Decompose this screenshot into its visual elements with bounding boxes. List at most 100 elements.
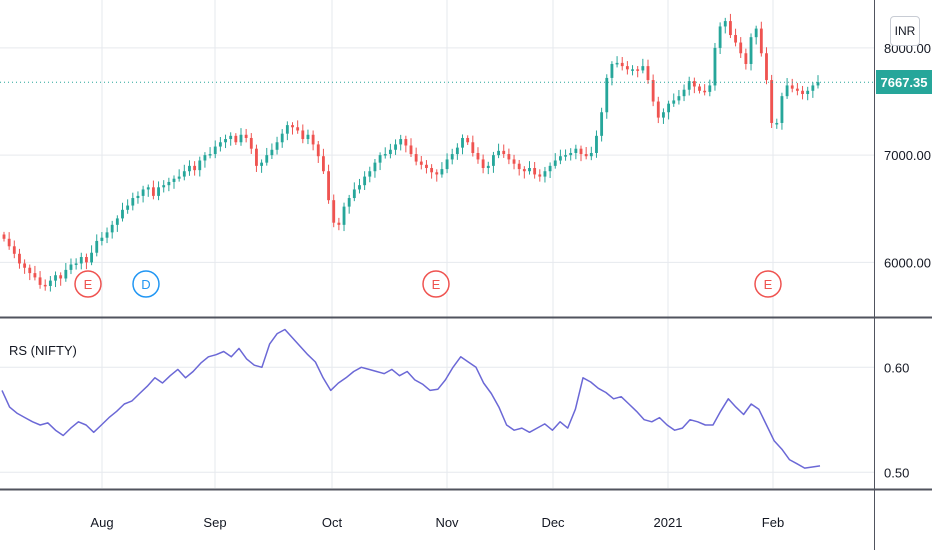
candle-body xyxy=(48,280,52,286)
candle-body xyxy=(806,90,810,95)
candle-body xyxy=(440,169,444,175)
candle-body xyxy=(430,168,434,173)
candle-body xyxy=(306,134,310,140)
x-tick-label: Dec xyxy=(541,515,565,530)
candle-body xyxy=(167,181,171,186)
candle-body xyxy=(2,234,6,239)
candle-body xyxy=(7,238,11,247)
candle-body xyxy=(718,26,722,48)
candle-body xyxy=(435,172,439,175)
candle-body xyxy=(280,133,284,143)
candle-body xyxy=(337,222,341,225)
candle-body xyxy=(677,96,681,101)
candle-body xyxy=(425,164,428,169)
candle-body xyxy=(692,81,696,87)
candle-body xyxy=(373,162,377,172)
candle-body xyxy=(218,142,222,147)
candle-body xyxy=(146,187,150,190)
x-tick-label: Sep xyxy=(203,515,226,530)
candle-body xyxy=(85,257,88,263)
candle-body xyxy=(296,127,300,131)
x-tick-label: 2021 xyxy=(654,515,683,530)
candle-body xyxy=(399,139,403,145)
candle-body xyxy=(595,135,598,153)
candle-body xyxy=(579,148,583,155)
candle-body xyxy=(687,81,691,90)
candle-body xyxy=(95,240,99,253)
candle-body xyxy=(564,155,567,157)
candle-body xyxy=(115,218,119,225)
event-marker-label: E xyxy=(764,277,773,292)
candle-body xyxy=(54,275,57,281)
candle-body xyxy=(208,154,212,156)
candle-body xyxy=(615,62,619,65)
candle-body xyxy=(641,66,645,71)
candle-body xyxy=(126,205,130,210)
candle-body xyxy=(466,137,470,143)
candle-body xyxy=(203,155,207,161)
candle-body xyxy=(131,198,135,206)
candle-body xyxy=(646,66,650,81)
event-marker-label: D xyxy=(141,277,150,292)
price-pane[interactable] xyxy=(0,13,874,292)
candle-body xyxy=(105,232,109,238)
candle-body xyxy=(600,112,604,136)
candle-body xyxy=(512,159,516,164)
candle-body xyxy=(543,171,547,177)
candle-body xyxy=(229,135,233,140)
event-marker-circle xyxy=(422,270,450,298)
dividend-event-marker[interactable]: D xyxy=(132,270,160,298)
event-marker-label: E xyxy=(84,277,93,292)
x-tick-label: Feb xyxy=(762,515,784,530)
price-tick-label: 6000.00 xyxy=(884,255,931,270)
candle-body xyxy=(151,187,155,196)
candle-body xyxy=(244,134,248,138)
candle-body xyxy=(548,165,552,172)
candle-body xyxy=(363,176,367,186)
candle-body xyxy=(461,137,464,148)
earnings-event-marker[interactable]: E xyxy=(74,270,102,298)
candle-body xyxy=(419,161,423,165)
candle-body xyxy=(723,21,727,27)
candle-body xyxy=(682,89,686,97)
candle-body xyxy=(759,28,763,54)
indicator-legend[interactable]: RS (NIFTY) xyxy=(9,343,77,358)
candle-body xyxy=(816,82,820,86)
candle-body xyxy=(90,252,93,263)
candle-body xyxy=(110,224,114,233)
candle-body xyxy=(605,77,609,113)
candle-body xyxy=(383,154,387,156)
candle-body xyxy=(193,165,197,171)
candle-body xyxy=(739,42,743,54)
candle-body xyxy=(342,206,346,225)
candle-body xyxy=(455,147,459,155)
candle-body xyxy=(749,37,753,64)
candle-body xyxy=(667,103,671,113)
candle-body xyxy=(358,185,361,190)
candle-body xyxy=(785,85,789,97)
candle-body xyxy=(12,246,16,254)
candle-body xyxy=(765,53,768,81)
candle-body xyxy=(476,152,480,160)
earnings-event-marker[interactable]: E xyxy=(422,270,450,298)
candle-body xyxy=(492,155,495,166)
rs-tick-label: 0.60 xyxy=(884,360,909,375)
candle-body xyxy=(285,125,289,134)
earnings-event-marker[interactable]: E xyxy=(754,270,782,298)
candle-body xyxy=(656,101,660,118)
candle-body xyxy=(213,146,217,155)
candle-body xyxy=(162,185,166,188)
currency-label[interactable]: INR xyxy=(890,16,920,46)
candle-body xyxy=(188,165,191,172)
candle-body xyxy=(744,53,748,64)
candle-body xyxy=(260,162,264,166)
candle-body xyxy=(33,273,37,278)
candle-body xyxy=(734,35,737,43)
candle-body xyxy=(636,69,640,71)
candle-body xyxy=(157,187,160,196)
x-tick-label: Aug xyxy=(90,515,113,530)
rs-indicator-pane[interactable] xyxy=(1,328,821,469)
candle-body xyxy=(450,154,454,160)
